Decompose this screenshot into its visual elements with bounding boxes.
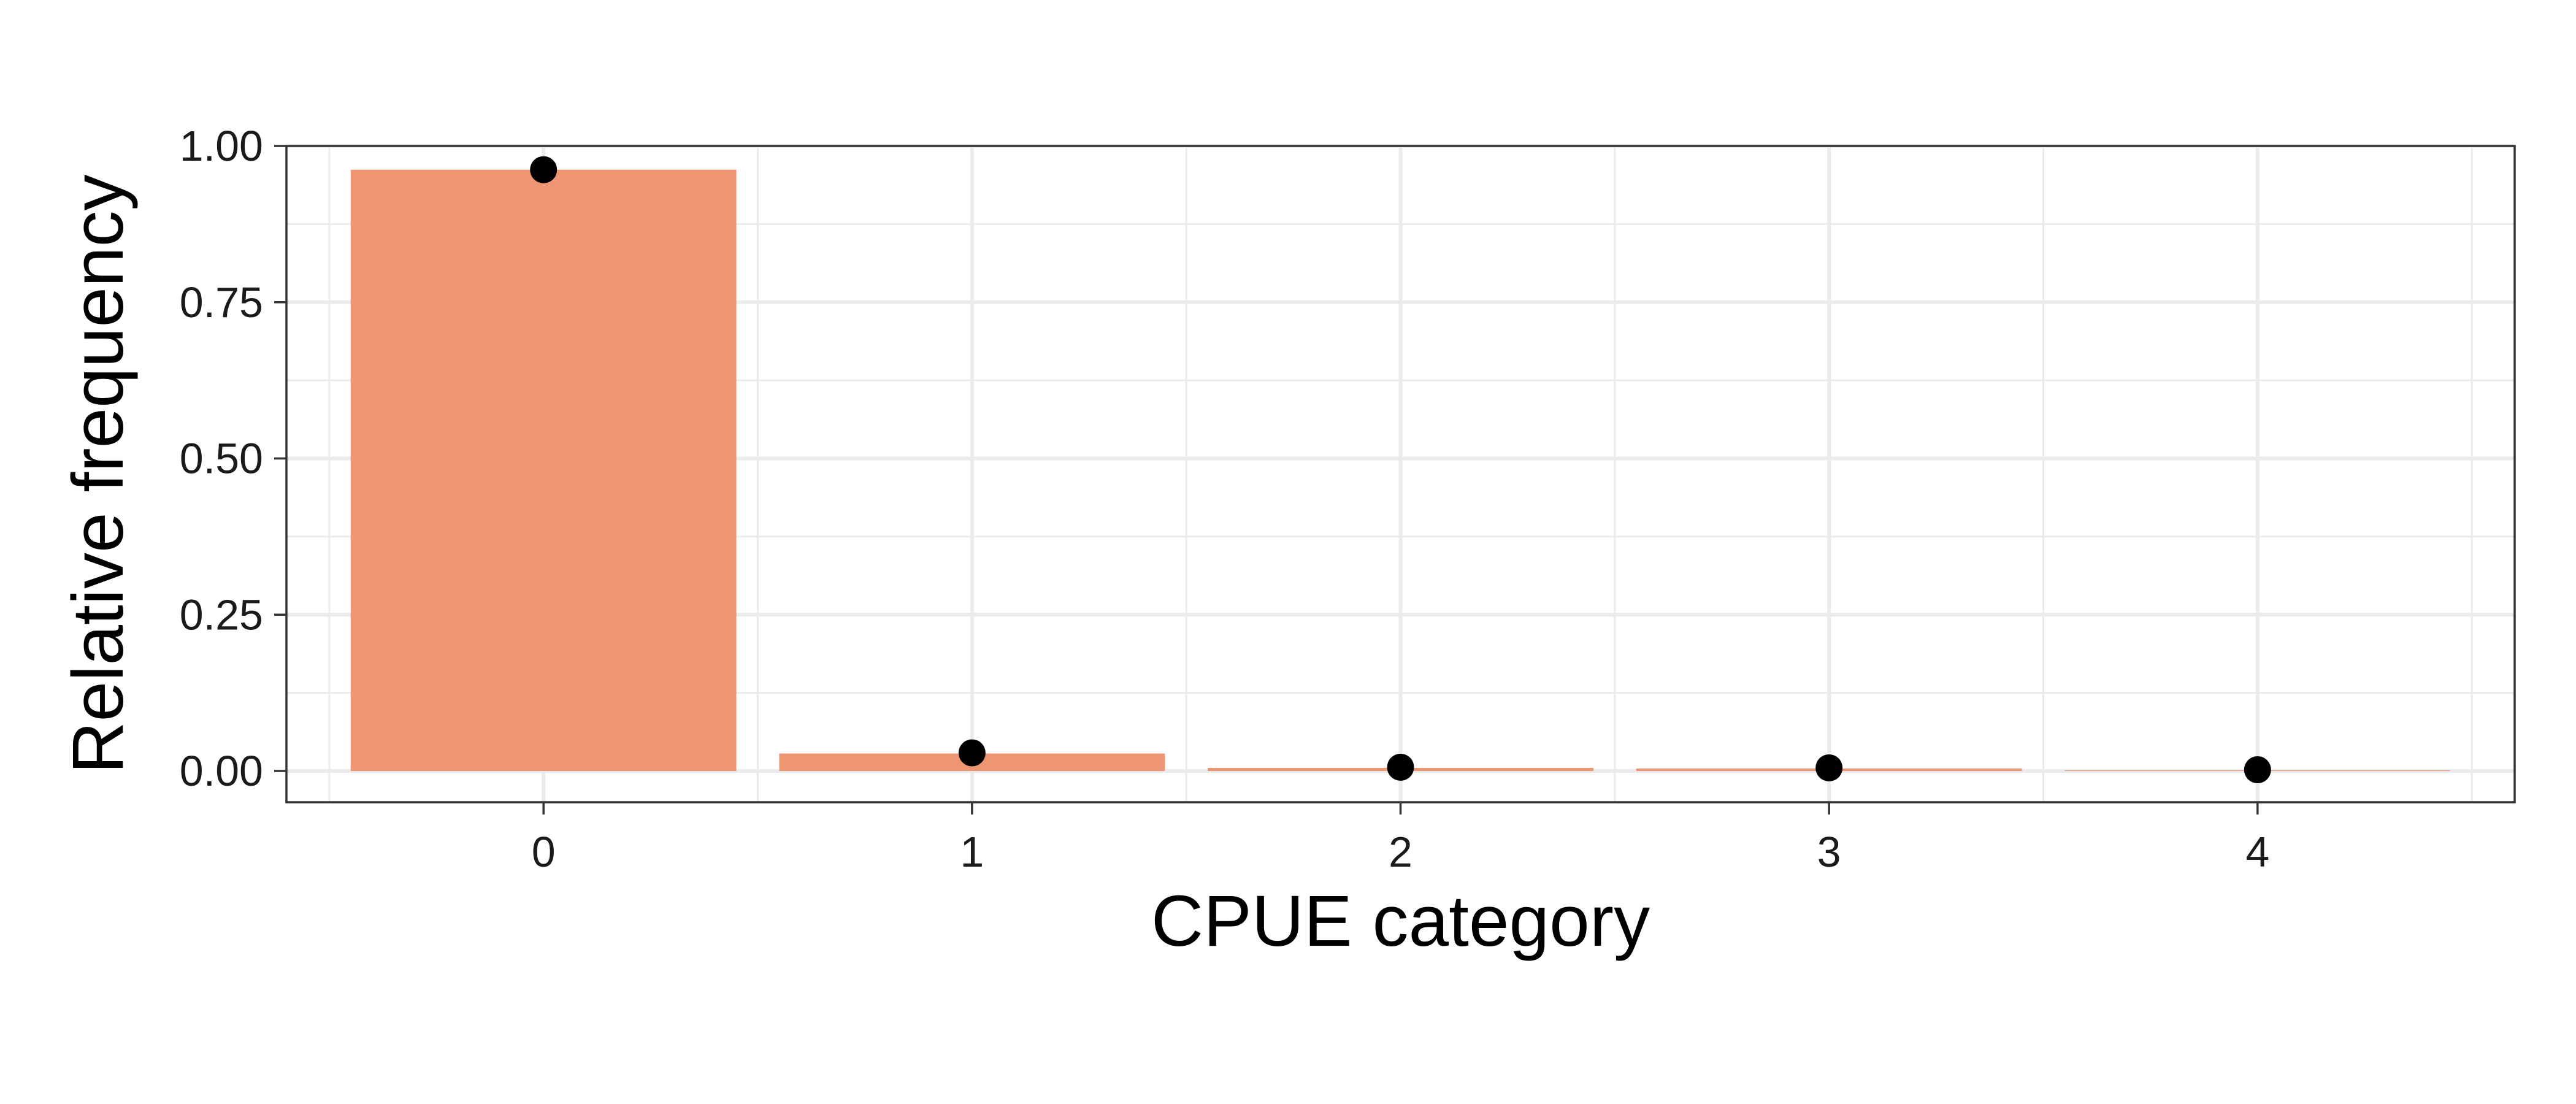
x-axis: 0 1 2 3 4 [532, 802, 2269, 876]
y-tick-label: 0.25 [180, 591, 263, 638]
point-category-3 [1815, 754, 1843, 781]
y-axis-title: Relative frequency [58, 174, 139, 773]
y-tick-label: 0.00 [180, 747, 263, 795]
bars [350, 169, 2451, 772]
x-tick-label: 2 [1389, 828, 1413, 876]
point-category-2 [1387, 753, 1414, 781]
x-tick-label: 1 [960, 828, 984, 876]
x-tick-label: 3 [1817, 828, 1841, 876]
bar-category-0 [350, 169, 737, 772]
point-category-4 [2244, 756, 2271, 784]
y-axis: 0.00 0.25 0.50 0.75 1.00 [180, 122, 286, 795]
point-category-0 [530, 156, 558, 183]
y-tick-label: 1.00 [180, 122, 263, 170]
point-category-1 [958, 739, 986, 767]
x-axis-title: CPUE category [1151, 881, 1650, 962]
y-tick-label: 0.50 [180, 435, 263, 483]
x-tick-label: 4 [2245, 828, 2269, 876]
points [530, 156, 2271, 784]
x-tick-label: 0 [532, 828, 556, 876]
y-tick-label: 0.75 [180, 278, 263, 326]
